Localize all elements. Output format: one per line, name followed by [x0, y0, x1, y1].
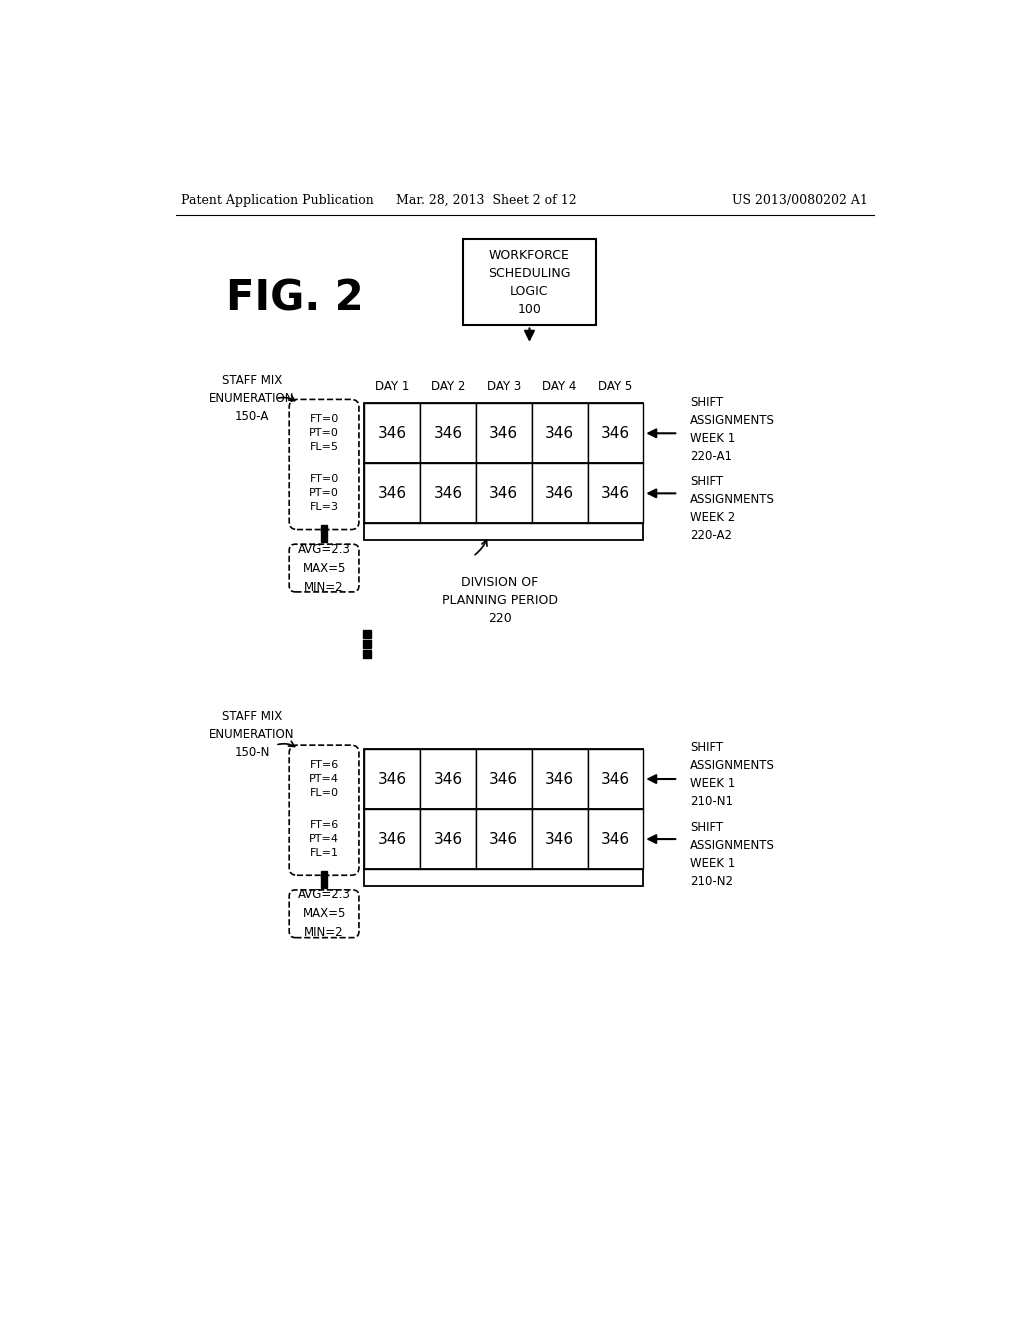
Text: 346: 346	[489, 832, 518, 846]
Text: 346: 346	[378, 426, 407, 441]
Text: 346: 346	[433, 426, 463, 441]
Text: SHIFT
ASSIGNMENTS
WEEK 1
210-N2: SHIFT ASSIGNMENTS WEEK 1 210-N2	[690, 821, 775, 887]
Text: STAFF MIX
ENUMERATION
150-N: STAFF MIX ENUMERATION 150-N	[209, 710, 295, 759]
Text: SHIFT
ASSIGNMENTS
WEEK 1
210-N1: SHIFT ASSIGNMENTS WEEK 1 210-N1	[690, 742, 775, 808]
FancyBboxPatch shape	[289, 544, 359, 591]
Text: FT=0
PT=0
FL=3: FT=0 PT=0 FL=3	[309, 474, 339, 512]
Bar	[588, 404, 643, 463]
Text: WORKFORCE
SCHEDULING
LOGIC
100: WORKFORCE SCHEDULING LOGIC 100	[488, 249, 570, 315]
FancyBboxPatch shape	[289, 744, 359, 875]
Bar	[420, 404, 476, 463]
Text: 346: 346	[489, 426, 518, 441]
Bar	[420, 748, 476, 809]
Text: 346: 346	[545, 832, 574, 846]
Text: Mar. 28, 2013  Sheet 2 of 12: Mar. 28, 2013 Sheet 2 of 12	[395, 194, 577, 207]
Text: DIVISION OF
PLANNING PERIOD
220: DIVISION OF PLANNING PERIOD 220	[442, 576, 558, 624]
Bar	[420, 463, 476, 524]
Text: AVG=2.3
MAX=5
MIN=2: AVG=2.3 MAX=5 MIN=2	[298, 888, 350, 940]
Bar	[365, 748, 643, 886]
Text: DAY 1: DAY 1	[375, 380, 410, 393]
Bar	[365, 404, 420, 463]
Bar	[476, 748, 531, 809]
Text: FIG. 2: FIG. 2	[226, 277, 364, 319]
Text: SHIFT
ASSIGNMENTS
WEEK 1
220-A1: SHIFT ASSIGNMENTS WEEK 1 220-A1	[690, 396, 775, 462]
Text: Patent Application Publication: Patent Application Publication	[180, 194, 374, 207]
Text: 346: 346	[433, 771, 463, 787]
Bar	[365, 809, 420, 869]
Text: 346: 346	[378, 832, 407, 846]
Bar	[588, 809, 643, 869]
Bar	[476, 404, 531, 463]
Text: 346: 346	[545, 426, 574, 441]
Bar	[365, 748, 420, 809]
Text: AVG=2.3
MAX=5
MIN=2: AVG=2.3 MAX=5 MIN=2	[298, 543, 350, 594]
Bar	[420, 809, 476, 869]
Text: 346: 346	[489, 771, 518, 787]
Bar	[531, 404, 588, 463]
Text: US 2013/0080202 A1: US 2013/0080202 A1	[732, 194, 868, 207]
Bar	[476, 463, 531, 524]
Text: DAY 4: DAY 4	[543, 380, 577, 393]
Text: 346: 346	[378, 771, 407, 787]
Text: STAFF MIX
ENUMERATION
150-A: STAFF MIX ENUMERATION 150-A	[209, 374, 295, 422]
Text: 346: 346	[378, 486, 407, 500]
Text: SHIFT
ASSIGNMENTS
WEEK 2
220-A2: SHIFT ASSIGNMENTS WEEK 2 220-A2	[690, 475, 775, 543]
Text: 346: 346	[601, 771, 630, 787]
Bar	[365, 463, 420, 524]
Bar	[531, 748, 588, 809]
FancyBboxPatch shape	[289, 890, 359, 937]
Text: 346: 346	[489, 486, 518, 500]
Bar	[463, 239, 596, 326]
Text: DAY 2: DAY 2	[431, 380, 465, 393]
Text: 346: 346	[601, 486, 630, 500]
Text: FT=0
PT=0
FL=5: FT=0 PT=0 FL=5	[309, 414, 339, 453]
Text: 346: 346	[601, 832, 630, 846]
Text: FT=6
PT=4
FL=1: FT=6 PT=4 FL=1	[309, 820, 339, 858]
Text: 346: 346	[601, 426, 630, 441]
Text: 346: 346	[545, 486, 574, 500]
Text: DAY 5: DAY 5	[598, 380, 633, 393]
Text: FT=6
PT=4
FL=0: FT=6 PT=4 FL=0	[309, 760, 339, 799]
Text: 346: 346	[545, 771, 574, 787]
Text: DAY 3: DAY 3	[486, 380, 521, 393]
Bar	[476, 809, 531, 869]
Bar	[531, 809, 588, 869]
Bar	[588, 463, 643, 524]
Text: 346: 346	[433, 486, 463, 500]
Text: 346: 346	[433, 832, 463, 846]
FancyBboxPatch shape	[289, 400, 359, 529]
Bar	[531, 463, 588, 524]
Bar	[365, 404, 643, 540]
Bar	[588, 748, 643, 809]
